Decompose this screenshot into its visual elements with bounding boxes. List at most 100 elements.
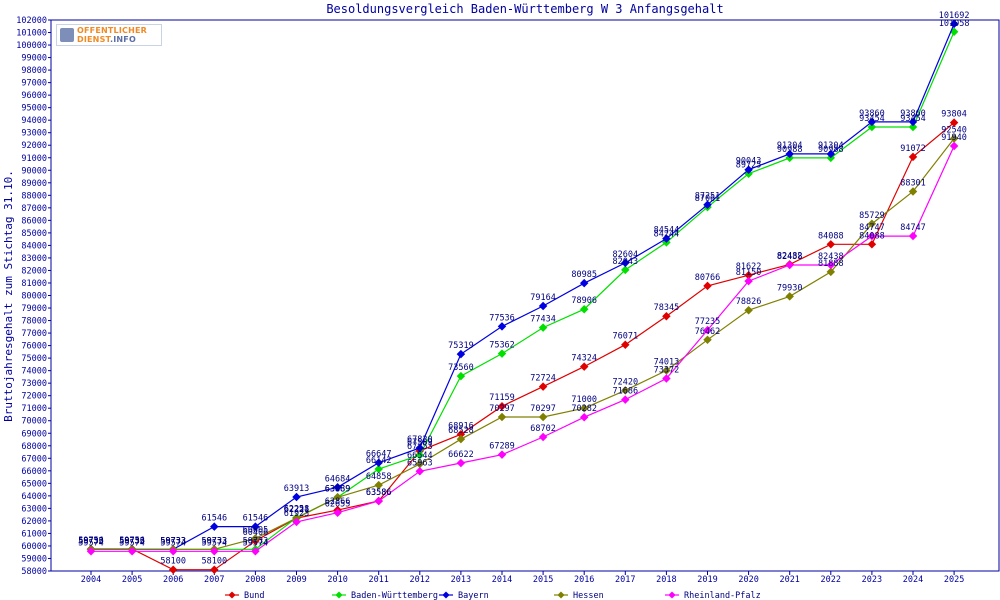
- site-logo: OFFENTLICHER DIENST.INFO: [56, 24, 162, 46]
- data-label: 71686: [613, 387, 639, 397]
- data-point: [292, 492, 301, 502]
- x-axis: 2004 2005 2006 2007 2008 2009 2010 2011 2012 2013…: [81, 571, 964, 585]
- x-tick-label: 2010: [327, 575, 347, 585]
- data-point: [415, 450, 425, 460]
- data-label: 68702: [530, 424, 556, 434]
- x-tick-label: 2016: [574, 575, 594, 585]
- data-label: 59733: [119, 536, 145, 546]
- data-point: [908, 231, 918, 241]
- data-point: [621, 386, 630, 395]
- data-point: [415, 443, 425, 453]
- data-point: [949, 27, 959, 37]
- legend-item: Bund: [225, 591, 264, 600]
- data-label: 59733: [202, 536, 228, 546]
- data-label: 59756: [78, 536, 104, 546]
- data-point: [538, 432, 548, 442]
- x-tick-label: 2009: [286, 575, 306, 585]
- data-point: [497, 412, 507, 422]
- data-point: [168, 565, 178, 574]
- data-label: 59733: [160, 536, 186, 546]
- data-label: 62866: [325, 497, 351, 507]
- y-tick-label: 72000: [21, 392, 47, 402]
- data-point: [456, 458, 466, 468]
- x-tick-label: 2015: [533, 575, 553, 585]
- logo-line1: OFFENTLICHER: [77, 26, 148, 35]
- data-label: 73560: [448, 363, 474, 373]
- y-tick-label: 99000: [21, 54, 47, 64]
- y-tick-label: 80000: [21, 292, 47, 302]
- data-label: 70297: [530, 404, 556, 414]
- data-label: 59733: [119, 536, 145, 546]
- data-label: 74324: [571, 354, 597, 364]
- data-label: 72724: [530, 374, 556, 384]
- y-tick-label: 91000: [21, 154, 47, 164]
- data-label: 64684: [325, 474, 351, 484]
- y-tick-label: 73000: [21, 379, 47, 389]
- data-point: [949, 118, 959, 127]
- data-label: 91072: [900, 144, 926, 154]
- data-label: 66544: [407, 451, 433, 461]
- legend-label: Baden-Württemberg: [351, 591, 438, 600]
- data-label: 78826: [736, 297, 762, 307]
- y-tick-label: 68000: [21, 442, 47, 452]
- x-tick-label: 2004: [81, 575, 101, 585]
- data-label: 81150: [736, 268, 762, 278]
- data-label: 93860: [900, 109, 926, 119]
- data-label: 81888: [818, 259, 844, 269]
- data-label: 61923: [284, 509, 310, 519]
- data-label: 93860: [859, 109, 885, 119]
- data-point: [538, 382, 548, 391]
- data-point: [210, 522, 219, 531]
- data-point: [168, 547, 178, 556]
- series-line: [91, 31, 955, 550]
- data-point: [867, 122, 877, 132]
- data-label: 62655: [325, 500, 351, 510]
- data-label: 84088: [818, 231, 844, 241]
- data-label: 76462: [695, 327, 721, 337]
- data-label: 63889: [325, 484, 351, 494]
- y-axis: 58000 59000 60000 61000 62000 63000 64000 65000…: [16, 16, 51, 577]
- x-tick-label: 2025: [944, 575, 964, 585]
- data-label: 82438: [777, 252, 803, 262]
- legend-swatch-marker: [228, 591, 236, 599]
- x-tick-label: 2005: [122, 575, 142, 585]
- data-label: 70282: [571, 404, 597, 414]
- data-label: 90988: [818, 145, 844, 155]
- data-point: [662, 234, 671, 243]
- y-tick-label: 79000: [21, 304, 47, 314]
- data-point: [374, 496, 383, 506]
- y-tick-label: 98000: [21, 66, 47, 76]
- series-line: [91, 122, 955, 571]
- data-label: 71000: [571, 395, 597, 405]
- data-label: 62221: [284, 505, 310, 515]
- data-point: [456, 371, 466, 381]
- data-point: [579, 278, 589, 288]
- data-point: [621, 265, 630, 275]
- data-label: 76071: [613, 332, 639, 342]
- data-point: [703, 335, 712, 345]
- data-label: 61546: [243, 514, 269, 524]
- y-tick-label: 83000: [21, 254, 47, 264]
- y-tick-label: 77000: [21, 329, 47, 339]
- data-label: 59756: [119, 536, 145, 546]
- logo-mark-icon: [60, 28, 74, 42]
- data-point: [210, 547, 219, 556]
- data-label: 61546: [202, 514, 228, 524]
- legend-swatch-marker: [668, 591, 676, 599]
- data-label: 75319: [448, 341, 474, 351]
- y-tick-label: 65000: [21, 479, 47, 489]
- y-tick-label: 84000: [21, 241, 47, 251]
- chart-title: Besoldungsvergleich Baden-Württemberg W …: [326, 2, 723, 16]
- y-tick-label: 61000: [21, 529, 47, 539]
- y-tick-label: 94000: [21, 116, 47, 126]
- y-axis-label: Bruttojahresgehalt zum Stichtag 31.10.: [2, 170, 15, 422]
- data-point: [621, 258, 630, 268]
- y-tick-label: 58000: [21, 567, 47, 577]
- data-label: 59733: [119, 536, 145, 546]
- legend-label: Bayern: [458, 591, 489, 600]
- data-label: 67253: [407, 442, 433, 452]
- data-point: [744, 165, 753, 174]
- data-point: [621, 395, 630, 404]
- x-tick-label: 2014: [492, 575, 512, 585]
